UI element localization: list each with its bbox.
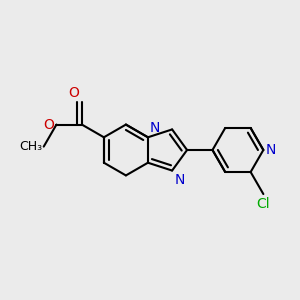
Text: O: O xyxy=(43,118,54,132)
Text: N: N xyxy=(175,172,185,187)
Text: CH₃: CH₃ xyxy=(19,140,42,153)
Text: O: O xyxy=(68,86,79,100)
Text: N: N xyxy=(266,143,276,157)
Text: Cl: Cl xyxy=(256,197,270,211)
Text: N: N xyxy=(149,121,160,135)
